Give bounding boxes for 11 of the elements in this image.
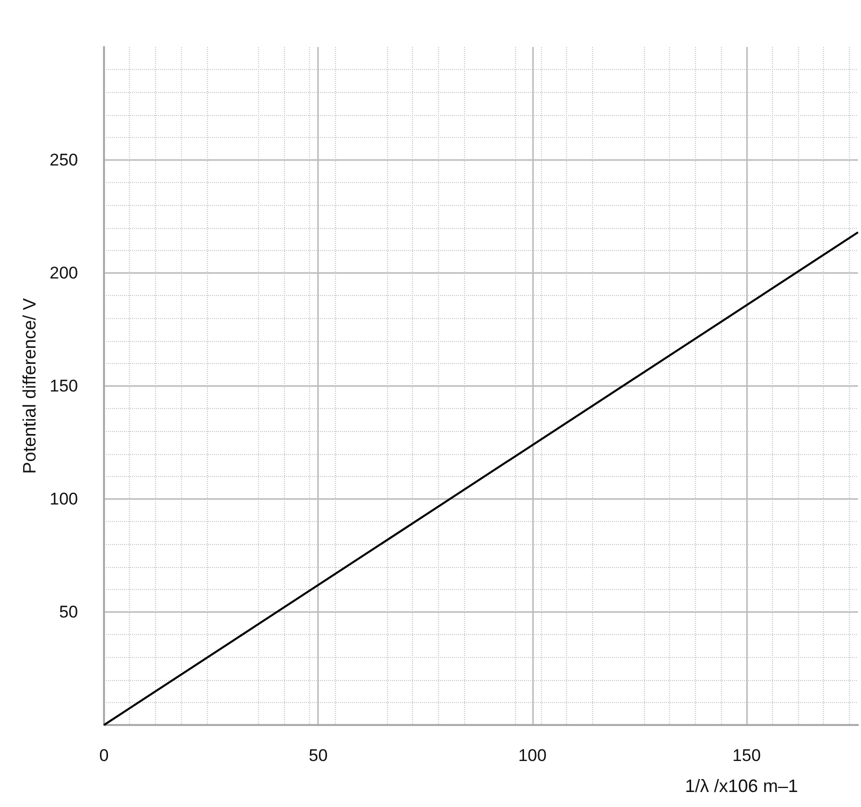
y-tick-label: 250 — [50, 150, 78, 170]
y-tick-label: 50 — [59, 602, 78, 622]
x-tick-label: 50 — [308, 746, 328, 765]
x-tick-label: 100 — [518, 746, 547, 765]
y-axis-title: Potential difference/ V — [20, 298, 40, 474]
x-tick-label: 150 — [732, 746, 761, 765]
x-tick-label: 0 — [99, 746, 109, 765]
x-axis-title: 1/λ /x106 m–1 — [684, 776, 798, 796]
y-tick-label: 100 — [50, 490, 78, 508]
y-tick-label: 150 — [50, 376, 78, 396]
y-tick-label: 200 — [50, 264, 78, 282]
